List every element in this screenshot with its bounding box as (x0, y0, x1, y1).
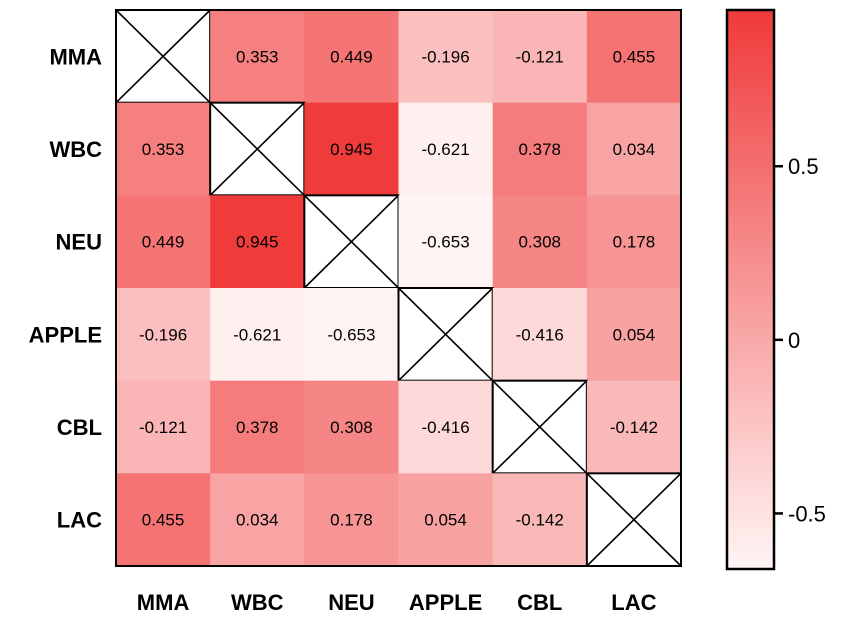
cell-value-label: 0.449 (142, 233, 185, 252)
heatmap-cell (586, 288, 682, 382)
cell-value-label: 0.353 (142, 140, 185, 159)
heatmap-border (115, 9, 682, 567)
diagonal-cross-line (492, 380, 588, 474)
heatmap-cell (116, 380, 211, 474)
heatmap-cell (586, 10, 682, 104)
cell-value-label: -0.142 (516, 511, 564, 530)
column-label: APPLE (409, 590, 482, 615)
cell-value-label: -0.416 (516, 325, 564, 344)
cell-value-label: 0.054 (613, 325, 656, 344)
heatmap-cell (398, 102, 494, 196)
diagonal-cross-line (303, 194, 400, 289)
cell-value-label: 0.178 (613, 233, 656, 252)
cell-value-label: -0.621 (421, 140, 469, 159)
cell-value-label: 0.455 (142, 511, 185, 530)
heatmap-cell (304, 380, 399, 474)
heatmap-cell (304, 473, 399, 567)
cell-value-label: 0.945 (236, 233, 279, 252)
cell-value-label: -0.416 (421, 418, 469, 437)
heatmap-cell (304, 102, 399, 196)
heatmap-cell (116, 473, 211, 567)
cell-value-label: 0.449 (330, 47, 373, 66)
diagonal-cross-line (115, 9, 211, 104)
heatmap-cell (116, 288, 211, 382)
cell-value-label: 0.054 (424, 511, 467, 530)
heatmap-cell (586, 102, 682, 196)
row-label: LAC (57, 508, 102, 533)
heatmap-cell (586, 195, 682, 289)
diagonal-cross-line (209, 102, 305, 196)
heatmap-cell (492, 10, 588, 104)
column-label: NEU (328, 590, 374, 615)
column-label: LAC (611, 590, 656, 615)
column-labels: MMA WBC NEU APPLE CBL LAC (137, 590, 657, 615)
colorbar-tick-label: 0 (788, 328, 800, 353)
diagonal-cross-line (397, 287, 494, 382)
heatmap-cell (586, 380, 682, 474)
cell-value-label: 0.945 (330, 140, 373, 159)
row-label: CBL (57, 415, 102, 440)
colorbar-tick-label: 0.5 (788, 154, 819, 179)
heatmap-cell (210, 288, 305, 382)
heatmap-cells: 0.353 0.449 -0.196 -0.121 0.455 0.353 0.945 -0.… (115, 9, 682, 568)
column-label: CBL (517, 590, 562, 615)
cell-value-label: 0.308 (518, 233, 561, 252)
cell-value-label: 0.308 (330, 418, 373, 437)
cell-value-label: -0.653 (327, 325, 375, 344)
heatmap-cell (116, 102, 211, 196)
cell-value-label: 0.034 (236, 511, 279, 530)
cell-value-label: 0.378 (518, 140, 561, 159)
heatmap-cell (210, 380, 305, 474)
cell-value-label: 0.034 (613, 140, 656, 159)
heatmap-cell (398, 195, 494, 289)
row-label: NEU (56, 230, 102, 255)
row-label: MMA (49, 44, 102, 69)
cell-value-label: -0.121 (139, 418, 187, 437)
cell-value-label: 0.378 (236, 418, 279, 437)
cell-value-label: -0.142 (610, 418, 658, 437)
heatmap-cell (210, 195, 305, 289)
heatmap-cell (210, 10, 305, 104)
heatmap-cell (398, 10, 494, 104)
heatmap-cell (116, 195, 211, 289)
cell-value-label: 0.178 (330, 511, 373, 530)
heatmap-cell (492, 102, 588, 196)
heatmap-cell (304, 10, 399, 104)
cell-value-label: -0.196 (139, 325, 187, 344)
colorbar: 0.5 0 -0.5 (725, 8, 826, 571)
column-label: WBC (231, 590, 284, 615)
cell-value-label: -0.653 (421, 233, 469, 252)
cell-value-label: -0.196 (421, 47, 469, 66)
cell-value-label: -0.621 (233, 325, 281, 344)
colorbar-tick-label: -0.5 (788, 501, 826, 526)
heatmap-cell (304, 288, 399, 382)
colorbar-gradient (725, 8, 776, 571)
row-label: WBC (49, 137, 102, 162)
heatmap-cell (492, 288, 588, 382)
cell-value-label: -0.121 (516, 47, 564, 66)
column-label: MMA (137, 590, 190, 615)
diagonal-cross-line (586, 472, 682, 567)
heatmap-cell (492, 195, 588, 289)
row-label: APPLE (29, 322, 102, 347)
cell-value-label: 0.455 (613, 47, 656, 66)
heatmap-cell (492, 473, 588, 567)
cell-value-label: 0.353 (236, 47, 279, 66)
row-labels: MMA WBC NEU APPLE CBL LAC (29, 44, 102, 532)
heatmap-cell (398, 380, 494, 474)
colorbar-ticks: 0.5 0 -0.5 (774, 154, 826, 526)
heatmap-cell (398, 473, 494, 567)
heatmap-cell (210, 473, 305, 567)
